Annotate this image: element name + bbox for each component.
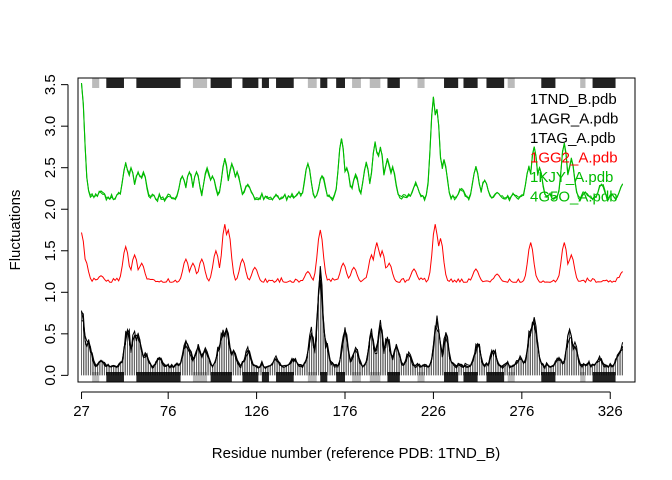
impulse-series bbox=[81, 279, 623, 376]
sse-helix-top bbox=[592, 78, 616, 88]
sse-sheet-bottom bbox=[307, 372, 317, 382]
series-lines bbox=[80, 82, 624, 370]
y-tick-label: 1.5 bbox=[42, 240, 59, 261]
sse-sheet-bottom bbox=[417, 372, 425, 382]
legend-entry: 1TAG_A.pdb bbox=[530, 130, 616, 147]
sse-sheet-bottom bbox=[507, 372, 515, 382]
sse-helix-top bbox=[136, 78, 181, 88]
sse-helix-top bbox=[387, 78, 400, 88]
sse-helix-bottom bbox=[592, 372, 616, 382]
sse-helix-top bbox=[106, 78, 124, 88]
y-axis-title: Fluctuations bbox=[7, 190, 24, 271]
sse-sheet-bottom bbox=[580, 372, 586, 382]
sse-helix-bottom bbox=[261, 372, 269, 382]
series-1GG2_A bbox=[81, 224, 623, 284]
sse-bar-top bbox=[92, 78, 616, 88]
y-tick-label: 2.5 bbox=[42, 157, 59, 178]
sse-sheet-bottom bbox=[369, 372, 381, 382]
sse-helix-bottom bbox=[541, 372, 556, 382]
x-tick-label: 126 bbox=[244, 403, 269, 420]
sse-helix-bottom bbox=[106, 372, 124, 382]
sse-helix-top bbox=[242, 78, 259, 88]
legend: 1TND_B.pdb 1AGR_A.pdb 1TAG_A.pdb 1GG2_A.pdb… bbox=[530, 91, 618, 206]
x-axis-title: Residue number (reference PDB: 1TND_B) bbox=[212, 445, 500, 462]
sse-sheet-bottom bbox=[92, 372, 100, 382]
y-tick-label: 0.5 bbox=[42, 323, 59, 344]
series-1TAG_A bbox=[81, 270, 623, 370]
y-tick-label: 3.5 bbox=[42, 74, 59, 95]
legend-entry: 1GG2_A.pdb bbox=[530, 150, 618, 167]
sse-sheet-top bbox=[417, 78, 425, 88]
series-1AGR_A bbox=[81, 266, 624, 370]
sse-sheet-top bbox=[507, 78, 515, 88]
sse-helix-top bbox=[261, 78, 269, 88]
sse-helix-bottom bbox=[210, 372, 232, 382]
x-tick-label: 76 bbox=[160, 403, 177, 420]
sse-helix-top bbox=[444, 78, 459, 88]
sse-helix-top bbox=[320, 78, 328, 88]
x-tick-label: 27 bbox=[73, 403, 90, 420]
sse-sheet-top bbox=[192, 78, 208, 88]
legend-entry: 4G5O_A.pdb bbox=[530, 189, 618, 206]
y-tick-label: 1.0 bbox=[42, 282, 59, 303]
sse-helix-bottom bbox=[242, 372, 259, 382]
y-tick-label: 2.0 bbox=[42, 199, 59, 220]
sse-sheet-top bbox=[580, 78, 586, 88]
sse-helix-bottom bbox=[463, 372, 478, 382]
sse-helix-bottom bbox=[387, 372, 400, 382]
y-axis: 0.0 0.5 1.0 1.5 2.0 2.5 3.0 3.5 bbox=[42, 74, 69, 386]
sse-helix-top bbox=[276, 78, 294, 88]
y-tick-label: 3.0 bbox=[42, 116, 59, 137]
x-tick-label: 176 bbox=[332, 403, 357, 420]
series-4G5O_A bbox=[81, 83, 624, 203]
legend-entry: 1AGR_A.pdb bbox=[530, 111, 618, 128]
y-tick-label: 0.0 bbox=[42, 365, 59, 386]
sse-helix-top bbox=[210, 78, 232, 88]
sse-sheet-top bbox=[369, 78, 381, 88]
sse-helix-bottom bbox=[276, 372, 294, 382]
sse-helix-bottom bbox=[136, 372, 181, 382]
x-tick-label: 326 bbox=[598, 403, 623, 420]
sse-sheet-top bbox=[352, 78, 361, 88]
sse-helix-top bbox=[463, 78, 478, 88]
sse-sheet-top bbox=[92, 78, 100, 88]
x-tick-label: 276 bbox=[509, 403, 534, 420]
sse-sheet-top bbox=[307, 78, 317, 88]
sse-helix-top bbox=[541, 78, 556, 88]
sse-sheet-bottom bbox=[192, 372, 208, 382]
sse-helix-bottom bbox=[320, 372, 328, 382]
plot-frame bbox=[77, 77, 636, 383]
sse-helix-bottom bbox=[444, 372, 459, 382]
sse-sheet-bottom bbox=[352, 372, 361, 382]
sse-helix-top bbox=[336, 78, 346, 88]
sse-helix-bottom bbox=[486, 372, 505, 382]
sse-helix-bottom bbox=[336, 372, 346, 382]
legend-entry: 1TND_B.pdb bbox=[530, 91, 617, 108]
x-tick-label: 226 bbox=[421, 403, 446, 420]
legend-entry: 1KJY_A.pdb bbox=[530, 169, 613, 186]
sse-helix-top bbox=[486, 78, 505, 88]
x-axis: 27 76 126 176 226 276 326 bbox=[73, 391, 623, 420]
sse-bar-bottom bbox=[92, 372, 616, 382]
